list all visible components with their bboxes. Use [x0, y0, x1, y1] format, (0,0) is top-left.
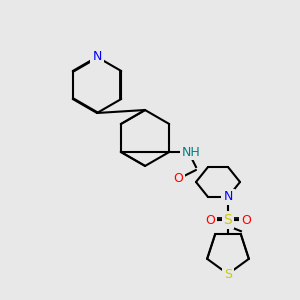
Text: O: O: [241, 214, 251, 226]
Text: S: S: [224, 213, 232, 227]
Text: O: O: [173, 172, 183, 184]
Text: NH: NH: [182, 146, 200, 158]
Text: O: O: [205, 214, 215, 226]
Text: N: N: [223, 190, 233, 203]
Text: S: S: [224, 268, 232, 281]
Text: N: N: [92, 50, 102, 64]
